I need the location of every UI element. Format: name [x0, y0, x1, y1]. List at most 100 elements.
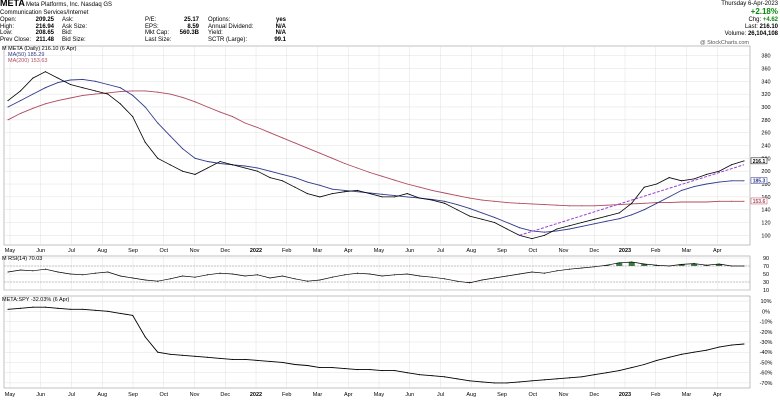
- rsi-line-point: [394, 274, 396, 276]
- relative-line-point: [568, 377, 570, 379]
- price-line-point: [431, 199, 433, 201]
- ma200-line-point: [431, 189, 433, 191]
- stat-b-row: Bid:: [62, 30, 102, 37]
- price-line-point: [107, 93, 109, 95]
- ma50-line-point: [144, 106, 146, 108]
- x-tick-label: 2023: [619, 248, 631, 254]
- x-tick-label: Dec: [220, 392, 230, 398]
- x-tick-label: Feb: [282, 392, 291, 398]
- ma50-line-point: [568, 228, 570, 230]
- ma50-line-point: [556, 230, 558, 232]
- relative-line-point: [606, 372, 608, 374]
- x-tick-label: Feb: [282, 248, 291, 254]
- chg-pct: +2.18%: [750, 7, 778, 16]
- relative-line-point: [69, 308, 71, 310]
- ma200-line-point: [419, 186, 421, 188]
- relative-line-point: [182, 354, 184, 356]
- ma200-line-point: [157, 91, 159, 93]
- last-label: Last:: [744, 24, 758, 30]
- x-tick-label: Oct: [528, 248, 537, 254]
- y-tick-label: 70: [763, 264, 769, 270]
- relative-line-point: [431, 375, 433, 377]
- ma50-line-point: [581, 225, 583, 227]
- stats-col-1: Open: 209.25 High: 216.94 Low: 208.65 Prev Clo…: [0, 17, 54, 43]
- ma200-line-point: [7, 119, 9, 121]
- y-tick-label: 200: [761, 169, 770, 175]
- price-line-point: [718, 170, 720, 172]
- y-tick-label: 240: [761, 144, 770, 150]
- price-line-point: [194, 173, 196, 175]
- x-tick-label: Dec: [589, 392, 599, 398]
- stat-c-row: Mkt Cap: 560.3B: [145, 30, 199, 37]
- rsi-line-point: [518, 273, 521, 275]
- volume-value: 26,104,108: [747, 31, 778, 37]
- relative-line-point: [256, 359, 259, 361]
- rsi-line-point: [157, 280, 159, 282]
- x-tick-label: Nov: [190, 248, 200, 254]
- relative-line-point: [194, 355, 196, 357]
- price-line-point: [493, 221, 496, 224]
- relative-line-point: [57, 307, 59, 309]
- relative-line-point: [394, 370, 396, 372]
- relative-line-point: [7, 308, 9, 310]
- price-line-point: [419, 197, 421, 199]
- ma50-line-point: [244, 165, 246, 167]
- y-tick-label: 280: [761, 118, 770, 124]
- ma50-line-point: [107, 83, 109, 86]
- relative-panel: 10% 0% -10% -20% -30% -40% -50% -60% -70% May Jun J…: [3, 295, 773, 398]
- y-tick-label: -50%: [760, 360, 773, 366]
- relative-line-point: [369, 369, 371, 371]
- x-tick-label: Jun: [36, 248, 45, 254]
- stat-c-value: 8.59: [187, 23, 199, 30]
- price-line-point: [743, 160, 745, 162]
- rsi-line-point: [668, 265, 670, 267]
- rsi-line-point: [718, 263, 720, 265]
- x-tick-label: Jul: [68, 392, 75, 398]
- price-line-point: [44, 71, 46, 73]
- rsi-line-point: [606, 264, 608, 266]
- ma200-line-point: [568, 205, 570, 207]
- stat-c-label: P/E:: [145, 17, 157, 23]
- relative-line: [7, 306, 745, 384]
- ma200-line-point: [269, 132, 271, 134]
- x-tick-label: Feb: [651, 248, 660, 254]
- relative-line-point: [32, 306, 34, 308]
- relative-line-point: [493, 382, 496, 384]
- price-line-point: [394, 196, 396, 198]
- price-line-point: [593, 218, 595, 220]
- relative-line-point: [693, 351, 695, 353]
- ma50-line-point: [194, 157, 196, 159]
- ma50-line-point: [294, 177, 296, 179]
- x-tick-label: Sep: [497, 248, 507, 254]
- last-value: 216.10: [759, 24, 778, 30]
- price-line-point: [244, 167, 246, 169]
- rsi-line-point: [556, 270, 558, 272]
- x-tick-label: Jul: [68, 248, 75, 254]
- rsi-overbought-fill: [616, 262, 623, 266]
- ma50-line-point: [693, 186, 695, 188]
- rsi-line-point: [431, 276, 433, 278]
- price-line-point: [543, 234, 545, 236]
- ma50-line-point: [344, 189, 346, 191]
- stat-c-label: EPS:: [145, 23, 159, 30]
- relative-line-point: [718, 346, 720, 348]
- ma50-line-point: [706, 183, 708, 185]
- ma200-line-point: [481, 199, 483, 201]
- rsi-line-point: [44, 268, 46, 270]
- y-tick-label: 10%: [760, 299, 771, 305]
- stats-col-4: Options: yes Annual Dividend: N/A Yield: N/A S…: [208, 17, 286, 43]
- y-tick-label: 320: [761, 92, 770, 98]
- ma200-line-point: [406, 183, 408, 185]
- y-tick-label: 340: [761, 79, 770, 85]
- price-line-point: [207, 167, 209, 169]
- y-tick-label: 360: [761, 66, 770, 72]
- relative-line-point: [44, 306, 46, 308]
- relative-line-point: [244, 358, 246, 360]
- ma50-line-point: [69, 79, 71, 81]
- y-tick-label: -10%: [760, 320, 773, 326]
- ma50-line-point: [718, 181, 720, 183]
- relative-line-point: [543, 379, 545, 381]
- relative-line-point: [82, 308, 84, 310]
- x-tick-label: 2022: [250, 248, 262, 254]
